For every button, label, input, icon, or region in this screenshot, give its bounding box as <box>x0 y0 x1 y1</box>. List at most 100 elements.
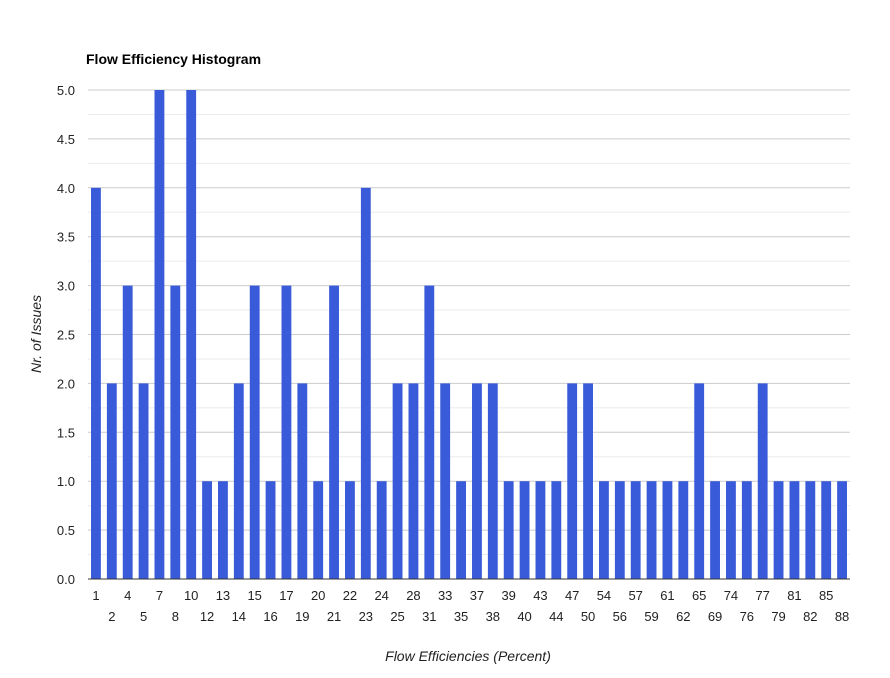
x-tick-label: 50 <box>581 609 595 624</box>
bar <box>519 481 530 579</box>
x-tick-label: 13 <box>216 588 230 603</box>
bar <box>440 383 451 579</box>
bar <box>122 285 133 579</box>
bar <box>106 383 117 579</box>
bar <box>757 383 768 579</box>
x-tick-label: 38 <box>486 609 500 624</box>
bar <box>456 481 466 579</box>
x-tick-label: 76 <box>740 609 754 624</box>
x-tick-label: 54 <box>597 588 611 603</box>
bar <box>186 90 197 579</box>
x-axis-label: Flow Efficiencies (Percent) <box>385 648 551 664</box>
x-tick-label: 33 <box>438 588 452 603</box>
bar <box>281 285 292 579</box>
x-tick-label: 21 <box>327 609 341 624</box>
y-tick-label: 5.0 <box>57 83 75 98</box>
x-tick-label: 24 <box>374 588 388 603</box>
bar <box>472 383 482 579</box>
bar <box>694 383 705 579</box>
bar <box>662 481 673 579</box>
gridlines <box>88 89 850 556</box>
x-tick-label: 22 <box>343 588 357 603</box>
bar <box>360 187 371 580</box>
x-tick-label: 5 <box>140 609 147 624</box>
y-tick-label: 0.0 <box>57 572 75 587</box>
chart-title: Flow Efficiency Histogram <box>86 51 261 67</box>
x-tick-label: 19 <box>295 609 309 624</box>
bar <box>821 481 832 579</box>
bar <box>741 481 752 579</box>
x-tick-label: 16 <box>263 609 277 624</box>
bar <box>646 481 657 579</box>
x-tick-label: 44 <box>549 609 563 624</box>
bar <box>408 383 419 579</box>
bar <box>773 481 784 579</box>
y-tick-label: 3.5 <box>57 230 75 245</box>
bar <box>392 383 403 579</box>
bar <box>313 481 324 579</box>
x-tick-label: 62 <box>676 609 690 624</box>
bar <box>630 481 641 579</box>
bar <box>218 481 228 579</box>
x-tick-label: 65 <box>692 588 706 603</box>
x-tick-label: 23 <box>359 609 373 624</box>
bar <box>345 481 355 579</box>
x-tick-label: 31 <box>422 609 436 624</box>
y-tick-label: 1.0 <box>57 474 75 489</box>
bar <box>249 285 260 579</box>
bar <box>535 481 546 579</box>
y-tick-label: 2.0 <box>57 376 75 391</box>
bar <box>503 481 514 579</box>
x-tick-label: 79 <box>771 609 785 624</box>
bar <box>138 383 149 579</box>
bars <box>91 90 847 580</box>
x-tick-label: 61 <box>660 588 674 603</box>
x-tick-label: 81 <box>787 588 801 603</box>
y-tick-label: 4.5 <box>57 132 75 147</box>
x-tick-label: 4 <box>124 588 131 603</box>
y-axis-label: Nr. of Issues <box>28 295 44 373</box>
bar <box>91 187 101 580</box>
x-tick-label: 74 <box>724 588 738 603</box>
bar <box>805 481 816 579</box>
x-tick-label: 85 <box>819 588 833 603</box>
x-tick-label: 15 <box>247 588 261 603</box>
bar <box>376 481 387 579</box>
bar <box>614 481 625 579</box>
bar <box>710 481 720 579</box>
bar <box>567 383 578 579</box>
bar <box>726 481 736 579</box>
x-tick-label: 40 <box>517 609 531 624</box>
x-axis-ticks: 1245781012131415161719202122232425283133… <box>92 588 849 624</box>
x-tick-label: 25 <box>390 609 404 624</box>
x-tick-label: 39 <box>501 588 515 603</box>
x-tick-label: 35 <box>454 609 468 624</box>
bar <box>583 383 593 579</box>
bar <box>551 481 562 579</box>
x-tick-label: 14 <box>232 609 246 624</box>
x-tick-label: 10 <box>184 588 198 603</box>
bar <box>837 481 847 579</box>
x-tick-label: 57 <box>628 588 642 603</box>
x-tick-label: 43 <box>533 588 547 603</box>
x-tick-label: 69 <box>708 609 722 624</box>
bar <box>170 285 181 579</box>
bar <box>599 481 609 579</box>
x-tick-label: 2 <box>108 609 115 624</box>
x-tick-label: 82 <box>803 609 817 624</box>
x-tick-label: 1 <box>92 588 99 603</box>
x-tick-label: 77 <box>755 588 769 603</box>
x-tick-label: 7 <box>156 588 163 603</box>
x-tick-label: 20 <box>311 588 325 603</box>
x-tick-label: 47 <box>565 588 579 603</box>
x-tick-label: 88 <box>835 609 849 624</box>
bar <box>202 481 212 579</box>
bar <box>233 383 244 579</box>
bar <box>154 90 165 579</box>
bar <box>265 481 276 579</box>
y-tick-label: 4.0 <box>57 181 75 196</box>
y-tick-label: 3.0 <box>57 279 75 294</box>
y-tick-label: 2.5 <box>57 328 75 343</box>
x-tick-label: 12 <box>200 609 214 624</box>
